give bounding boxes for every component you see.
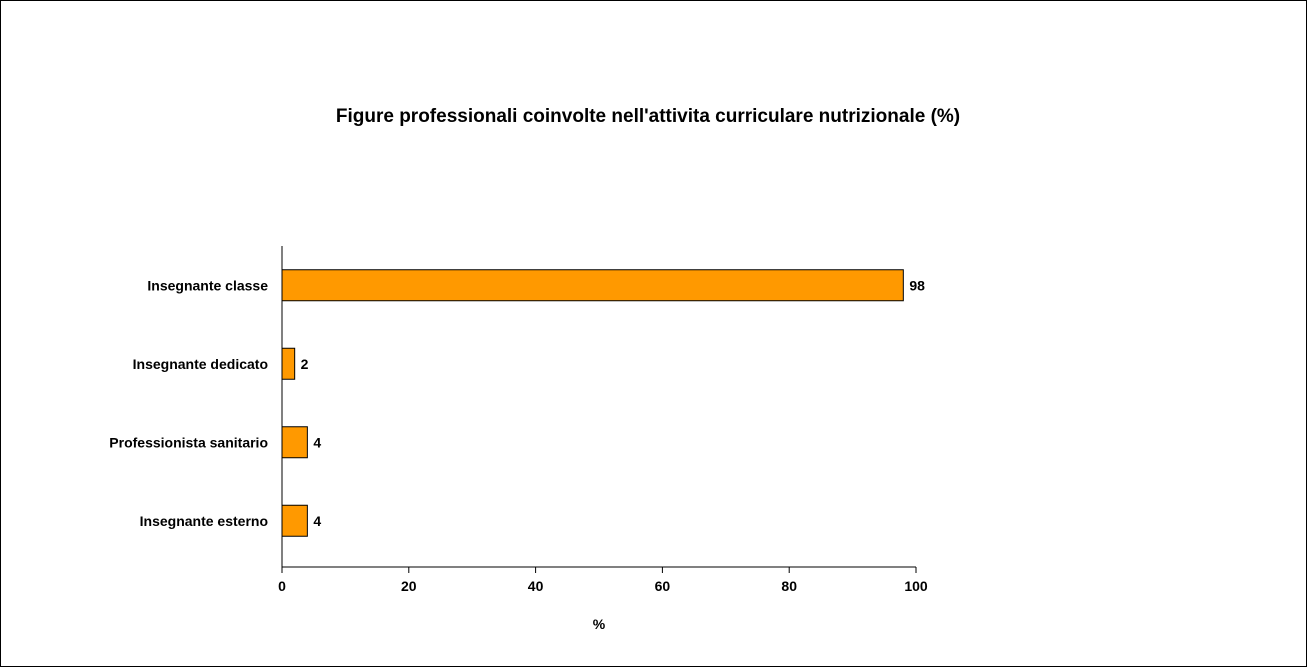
category-labels: Insegnante classe Insegnante dedicato Prof… — [109, 277, 268, 529]
category-label-1: Insegnante dedicato — [133, 356, 268, 372]
chart-title: Figure professionali coinvolte nell'atti… — [336, 106, 960, 127]
data-label-0: 98 — [909, 277, 925, 293]
data-label-2: 4 — [313, 434, 321, 450]
x-tick-label-5: 100 — [904, 578, 928, 594]
data-label-3: 4 — [313, 513, 321, 529]
category-label-2: Professionista sanitario — [109, 434, 268, 450]
x-axis-title: % — [593, 616, 606, 632]
x-tick-label-0: 0 — [278, 578, 286, 594]
x-tick-label-2: 40 — [528, 578, 544, 594]
x-tick-label-1: 20 — [401, 578, 417, 594]
category-label-3: Insegnante esterno — [140, 513, 268, 529]
data-labels: 98 2 4 4 — [301, 277, 925, 529]
category-label-0: Insegnante classe — [147, 277, 268, 293]
data-label-1: 2 — [301, 356, 309, 372]
x-tick-label-4: 80 — [781, 578, 797, 594]
x-axis: 0 20 40 60 80 100 — [278, 246, 928, 594]
x-tick-label-3: 60 — [655, 578, 671, 594]
bar-2 — [281, 426, 308, 459]
bar-0 — [281, 269, 904, 302]
bars-group — [281, 269, 904, 537]
bar-3 — [281, 504, 308, 537]
bar-1 — [281, 347, 296, 380]
